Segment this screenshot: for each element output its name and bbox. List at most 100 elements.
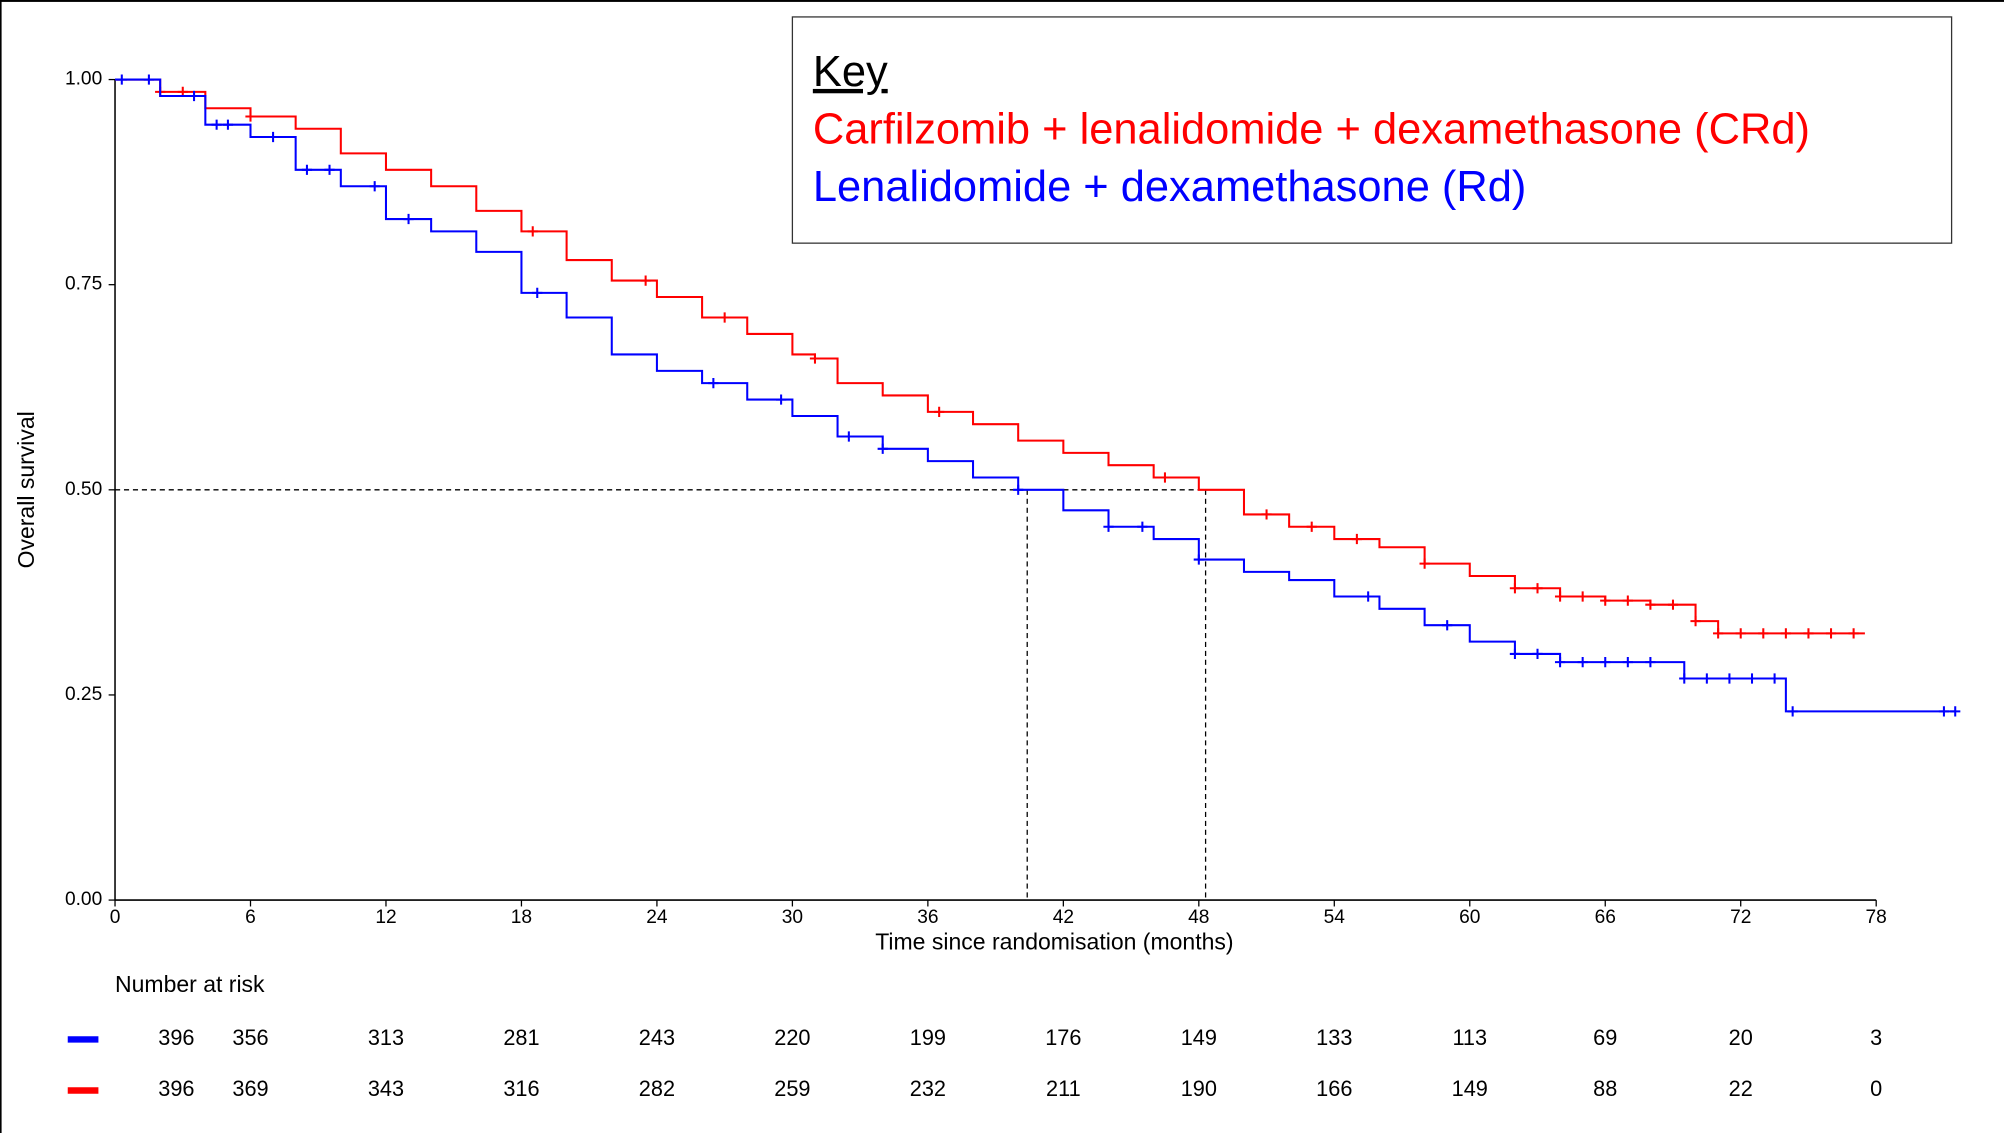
censor-mark [1724, 673, 1735, 684]
censor-mark [1746, 673, 1758, 684]
risk-count: 69 [1593, 1025, 1617, 1050]
censor-mark [843, 431, 854, 442]
y-tick-label: 0.00 [65, 889, 102, 910]
censor-mark [143, 74, 155, 85]
censor-mark [245, 111, 256, 122]
y-tick-label: 0.75 [65, 274, 102, 295]
risk-count: 190 [1181, 1076, 1217, 1101]
y-tick-label: 0.50 [65, 479, 102, 500]
censor-mark [1600, 595, 1611, 606]
censor-mark [1419, 558, 1430, 569]
risk-count: 396 [158, 1076, 194, 1101]
censor-mark [1713, 628, 1724, 639]
censor-mark [1780, 628, 1791, 639]
risk-count: 243 [639, 1025, 675, 1050]
censor-mark [1622, 657, 1633, 668]
legend-title: Key [813, 48, 888, 96]
censor-mark [1509, 583, 1521, 594]
censor-mark [1159, 472, 1171, 483]
censor-mark [222, 119, 234, 130]
risk-count: 3 [1870, 1025, 1882, 1050]
censor-mark [1261, 509, 1272, 520]
risk-count: 113 [1452, 1025, 1487, 1050]
censor-mark [1351, 533, 1362, 545]
censor-mark [267, 131, 279, 143]
risk-count: 356 [232, 1025, 268, 1050]
censor-mark [532, 287, 543, 299]
risk-count: 343 [368, 1076, 404, 1101]
censor-mark [1532, 583, 1543, 594]
risk-count: 149 [1452, 1076, 1488, 1101]
censor-mark [1645, 599, 1656, 610]
x-tick-label: 24 [646, 907, 668, 928]
x-tick-label: 42 [1053, 907, 1074, 928]
x-tick-label: 36 [917, 907, 938, 928]
censor-mark [1735, 628, 1746, 639]
censor-mark [188, 90, 200, 102]
censor-mark [708, 378, 719, 389]
censor-mark [640, 275, 651, 286]
x-tick-label: 60 [1459, 907, 1480, 928]
censor-mark [1769, 673, 1780, 684]
censor-mark [1554, 657, 1566, 668]
censor-mark [403, 213, 414, 225]
censor-mark [1600, 657, 1611, 668]
x-axis-title: Time since randomisation (months) [875, 929, 1233, 955]
risk-count: 281 [503, 1025, 539, 1050]
censor-mark [1787, 706, 1798, 717]
censor-mark [369, 181, 380, 192]
risk-count: 0 [1870, 1076, 1882, 1101]
x-tick-label: 72 [1730, 907, 1751, 928]
risk-count: 259 [774, 1076, 810, 1101]
risk-count: 282 [639, 1076, 675, 1101]
censor-mark [1950, 706, 1961, 717]
censor-mark [1667, 599, 1679, 610]
survival-curve [115, 78, 1956, 713]
risk-count: 396 [158, 1025, 194, 1050]
censor-mark [1532, 648, 1543, 660]
censor-mark [116, 74, 127, 85]
censor-mark [1938, 706, 1950, 717]
censor-mark [301, 164, 313, 175]
censor-mark [809, 353, 821, 364]
legend-entry: Lenalidomide + dexamethasone (Rd) [813, 163, 1527, 211]
x-tick-label: 12 [375, 907, 396, 928]
risk-count: 22 [1729, 1076, 1753, 1101]
risk-table-title: Number at risk [115, 971, 265, 997]
censor-mark [1103, 521, 1114, 532]
x-tick-label: 66 [1595, 907, 1616, 928]
censor-mark [1554, 591, 1566, 602]
censor-mark [1848, 628, 1859, 639]
censor-mark [1690, 615, 1701, 627]
y-tick-label: 0.25 [65, 684, 102, 705]
x-tick-label: 54 [1324, 907, 1346, 928]
risk-count: 313 [368, 1025, 404, 1050]
censor-mark [1701, 673, 1712, 684]
censor-mark [775, 394, 787, 405]
risk-count: 369 [232, 1076, 268, 1101]
x-tick-label: 6 [245, 907, 256, 928]
survival-curve [115, 78, 1865, 635]
x-tick-label: 0 [110, 907, 121, 928]
legend-box [791, 16, 1953, 244]
censor-mark [1013, 484, 1024, 495]
censor-mark [1577, 657, 1588, 668]
risk-count: 176 [1045, 1025, 1081, 1050]
censor-mark [211, 119, 222, 130]
risk-count: 232 [910, 1076, 946, 1101]
x-tick-label: 78 [1866, 907, 1887, 928]
censor-mark [1137, 521, 1148, 532]
censor-mark [1363, 591, 1374, 602]
censor-mark [1442, 620, 1453, 631]
y-tick-label: 1.00 [65, 69, 102, 90]
censor-mark [1803, 628, 1814, 639]
censor-mark [1679, 673, 1690, 684]
censor-mark [324, 164, 335, 175]
risk-count: 133 [1316, 1025, 1352, 1050]
censor-mark [934, 406, 945, 417]
censor-mark [1622, 595, 1633, 606]
risk-count: 220 [774, 1025, 810, 1050]
